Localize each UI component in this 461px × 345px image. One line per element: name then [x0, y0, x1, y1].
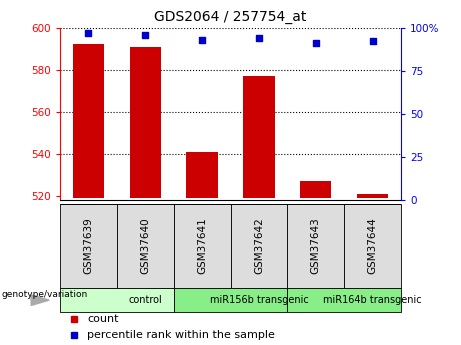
Text: GSM37639: GSM37639	[83, 217, 94, 274]
Point	[85, 30, 92, 36]
Bar	[287, 288, 401, 312]
Text: genotype/variation: genotype/variation	[1, 290, 88, 299]
Text: GSM37642: GSM37642	[254, 217, 264, 274]
Bar	[287, 204, 344, 288]
Bar	[174, 204, 230, 288]
Bar	[73, 45, 104, 198]
Text: control: control	[128, 295, 162, 305]
Bar	[174, 288, 287, 312]
Text: miR156b transgenic: miR156b transgenic	[210, 295, 308, 305]
Point	[369, 39, 376, 44]
Bar	[300, 181, 331, 198]
Text: count: count	[87, 314, 119, 324]
Bar	[60, 204, 117, 288]
Point	[198, 37, 206, 42]
Bar	[230, 204, 287, 288]
Polygon shape	[31, 295, 49, 305]
Text: GSM37643: GSM37643	[311, 217, 321, 274]
Text: GSM37644: GSM37644	[367, 217, 378, 274]
Point	[312, 40, 319, 46]
Text: percentile rank within the sample: percentile rank within the sample	[87, 330, 275, 340]
Text: miR164b transgenic: miR164b transgenic	[323, 295, 422, 305]
Bar	[186, 152, 218, 198]
Text: GSM37641: GSM37641	[197, 217, 207, 274]
Bar	[60, 288, 174, 312]
Bar	[117, 204, 174, 288]
Bar	[344, 204, 401, 288]
Bar	[130, 47, 161, 198]
Title: GDS2064 / 257754_at: GDS2064 / 257754_at	[154, 10, 307, 24]
Point	[255, 35, 263, 41]
Text: GSM37640: GSM37640	[140, 217, 150, 274]
Point	[142, 32, 149, 37]
Bar	[357, 194, 388, 198]
Bar	[243, 76, 275, 198]
